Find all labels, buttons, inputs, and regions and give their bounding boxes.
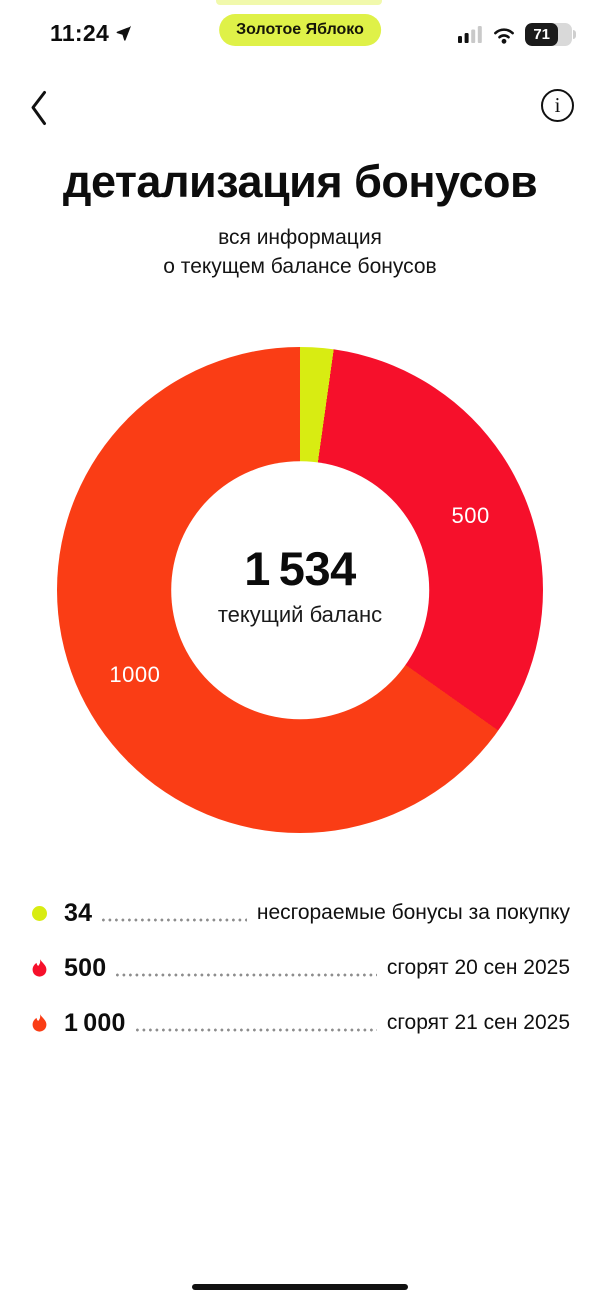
legend-value: 1 000 bbox=[64, 1008, 126, 1037]
legend-row: 500 сгорят 20 сен 2025 bbox=[28, 951, 570, 985]
legend-text: сгорят 20 сен 2025 bbox=[386, 956, 570, 979]
status-lime-streak bbox=[216, 0, 382, 5]
app-badge: Золотое Яблоко bbox=[219, 14, 381, 46]
balance-caption: текущий баланс bbox=[217, 602, 383, 628]
segment-label: 500 bbox=[451, 503, 490, 529]
back-button[interactable] bbox=[30, 86, 60, 130]
flame-icon bbox=[28, 1012, 51, 1034]
status-right-icons: 71 bbox=[458, 23, 576, 46]
info-button[interactable]: i bbox=[541, 89, 574, 122]
donut-center: 1 534 текущий баланс bbox=[218, 541, 382, 628]
flame-icon bbox=[28, 957, 51, 979]
wifi-icon bbox=[492, 26, 516, 44]
page-title: детализация бонусов bbox=[62, 156, 538, 207]
bonus-legend: 34 несгораемые бонусы за покупку 500 сго… bbox=[28, 896, 570, 1061]
legend-text: несгораемые бонусы за покупку bbox=[256, 901, 570, 924]
balance-value: 1 534 bbox=[244, 542, 356, 596]
dotted-leader bbox=[116, 973, 377, 977]
battery-icon: 71 bbox=[525, 23, 572, 46]
page-subtitle-line2: о текущем балансе бонусов bbox=[163, 254, 437, 278]
cellular-signal-icon bbox=[458, 26, 483, 43]
segment-label: 1000 bbox=[109, 662, 161, 688]
legend-dot-icon bbox=[28, 905, 51, 921]
donut-hole: 1 534 текущий баланс bbox=[171, 461, 429, 719]
home-indicator[interactable] bbox=[192, 1284, 408, 1290]
page-subtitle: вся информация о текущем балансе бонусов bbox=[0, 224, 600, 282]
location-arrow-icon bbox=[115, 25, 132, 42]
chevron-left-icon bbox=[30, 90, 47, 126]
battery-nub bbox=[573, 30, 576, 39]
page-subtitle-line1: вся информация bbox=[218, 226, 382, 249]
legend-text: сгорят 21 сен 2025 bbox=[386, 1011, 570, 1034]
dotted-leader bbox=[102, 918, 247, 922]
legend-row: 1 000 сгорят 21 сен 2025 bbox=[28, 1006, 570, 1040]
dotted-leader bbox=[135, 1028, 377, 1032]
status-time-group: 11:24 bbox=[50, 20, 132, 47]
legend-value: 500 bbox=[64, 953, 107, 982]
dot-icon bbox=[32, 905, 47, 921]
info-icon: i bbox=[554, 93, 561, 117]
donut-chart: 1 534 текущий баланс 500 1000 bbox=[57, 347, 543, 833]
clock: 11:24 bbox=[50, 20, 110, 46]
legend-row: 34 несгораемые бонусы за покупку bbox=[28, 896, 570, 930]
battery-percent: 71 bbox=[525, 23, 559, 46]
legend-value: 34 bbox=[64, 898, 93, 927]
